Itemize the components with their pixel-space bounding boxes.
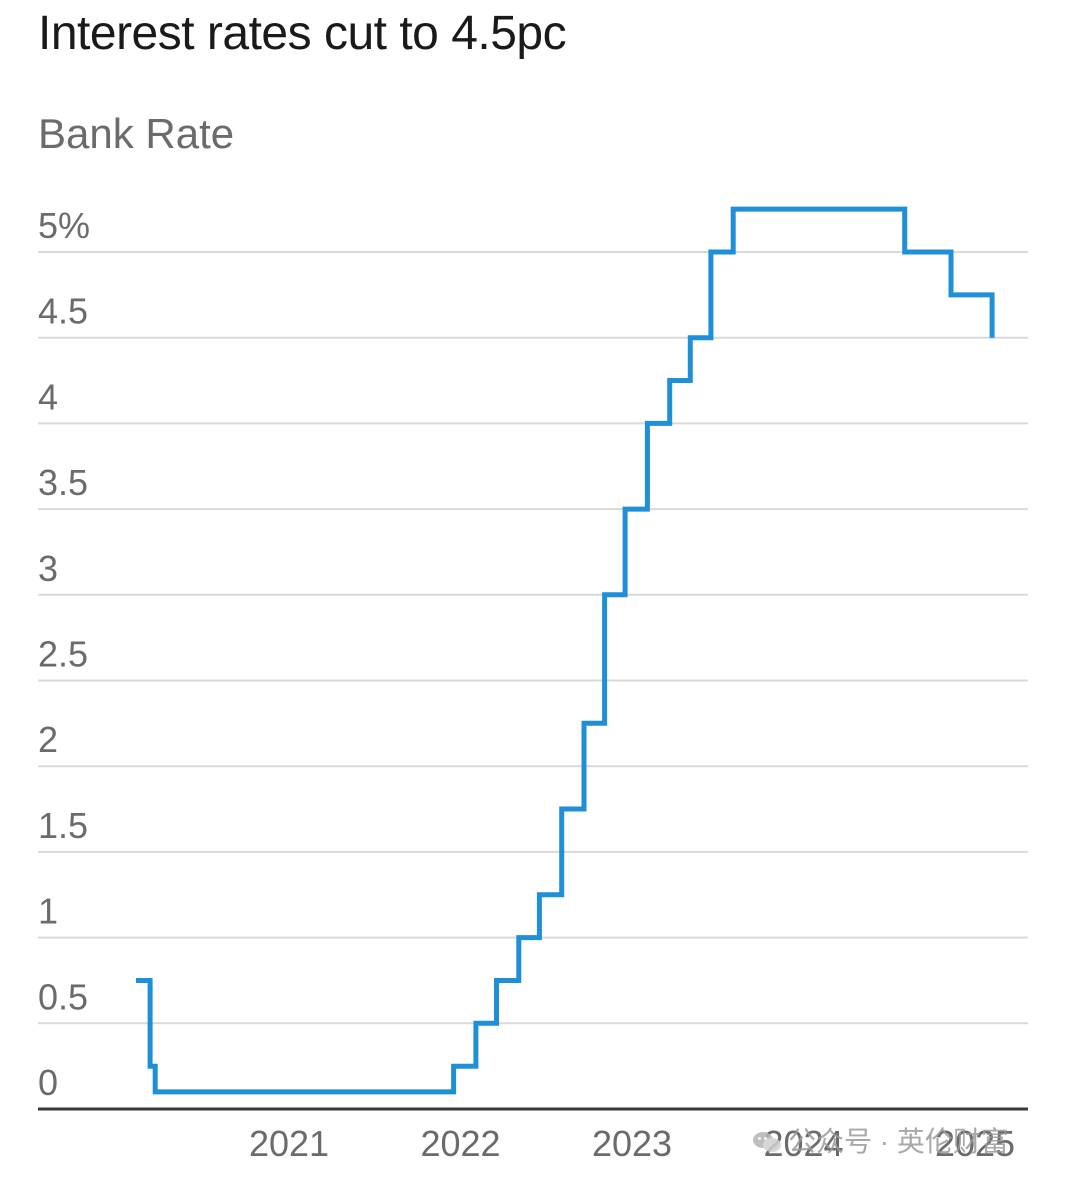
y-tick-label: 0.5 xyxy=(38,976,88,1017)
x-tick-label: 2023 xyxy=(592,1123,672,1164)
y-tick-label: 5% xyxy=(38,205,90,246)
grid-lines xyxy=(38,251,1028,1025)
y-tick-label: 3 xyxy=(38,548,58,589)
watermark: 公众号 · 英伦财富 xyxy=(752,1120,1009,1160)
x-tick-label: 2022 xyxy=(420,1123,500,1164)
x-tick-label: 2021 xyxy=(249,1123,329,1164)
x-axis-ticks: 2021 2022 2023 2024 2025 xyxy=(249,1123,1015,1164)
y-tick-label: 0 xyxy=(38,1062,58,1103)
chart-title: Interest rates cut to 4.5pc xyxy=(38,7,567,60)
y-axis-label: Bank Rate xyxy=(38,110,235,157)
y-tick-label: 1 xyxy=(38,891,58,932)
y-tick-label: 2.5 xyxy=(38,634,88,675)
wechat-icon xyxy=(753,1132,781,1152)
y-tick-label: 2 xyxy=(38,719,58,760)
x-tick-label: 2025 xyxy=(935,1123,1015,1164)
y-tick-label: 3.5 xyxy=(38,462,88,503)
series-line-bank-rate xyxy=(136,206,995,1095)
watermark-text: 公众号 · 英伦财富 xyxy=(788,1126,1009,1157)
y-tick-label: 4 xyxy=(38,376,58,417)
y-axis-ticks: 0 0.5 1 1.5 2 2.5 3 3.5 4 4.5 5% xyxy=(38,205,90,1103)
y-tick-label: 1.5 xyxy=(38,805,88,846)
y-tick-label: 4.5 xyxy=(38,291,88,332)
